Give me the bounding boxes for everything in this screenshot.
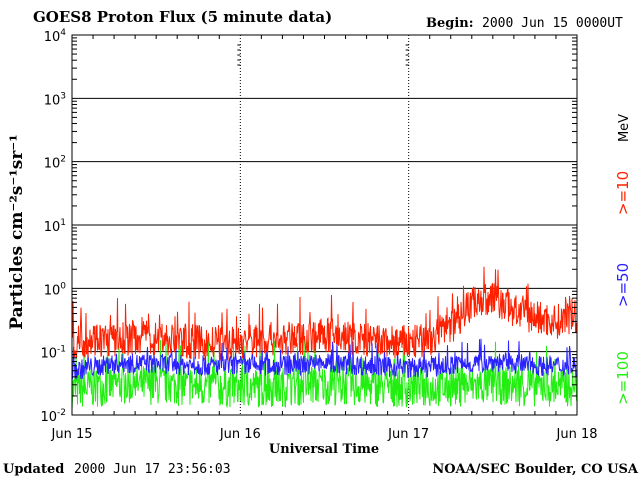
plot-frame [71, 34, 578, 416]
series-label-10: >=10 [614, 171, 632, 215]
y-tick-label: 103 [44, 91, 66, 108]
y-tick-label: 104 [44, 28, 67, 45]
series-line-10mev [71, 266, 577, 362]
x-tick-label: Jun 16 [219, 427, 261, 442]
series-label-100: >=100 [614, 351, 632, 405]
series-line-50mev [71, 338, 577, 380]
updated-label: Updated [3, 462, 64, 477]
begin-value: 2000 Jun 15 0000UT [482, 16, 623, 31]
y-tick-labels: 10-2 10-1 100 101 102 103 104 [40, 28, 66, 425]
x-tick-label: Jun 15 [51, 427, 93, 442]
y-tick-label: 102 [44, 155, 66, 172]
y-tick-label: 10-1 [40, 345, 66, 362]
updated-value: 2000 Jun 17 23:56:03 [74, 462, 231, 477]
y-tick-label: 101 [44, 218, 66, 235]
begin-label: Begin: [426, 16, 474, 31]
chart-title: GOES8 Proton Flux (5 minute data) [33, 8, 332, 26]
series-label-50: >=50 [614, 263, 632, 307]
x-tick-label: Jun 17 [387, 427, 429, 442]
x-axis-label: Universal Time [269, 442, 379, 457]
credit-text: NOAA/SEC Boulder, CO USA [432, 462, 639, 477]
y-tick-label: 10-2 [40, 408, 66, 425]
x-tick-labels: Jun 15 Jun 16 Jun 17 Jun 18 [51, 427, 598, 442]
axis-ticks [72, 35, 577, 415]
y-tick-label: 100 [44, 281, 67, 298]
series-layer [71, 266, 577, 411]
unit-label: MeV [617, 114, 632, 142]
x-tick-label: Jun 18 [556, 427, 598, 442]
y-axis-label: Particles cm⁻²s⁻¹sr⁻¹ [7, 134, 27, 329]
